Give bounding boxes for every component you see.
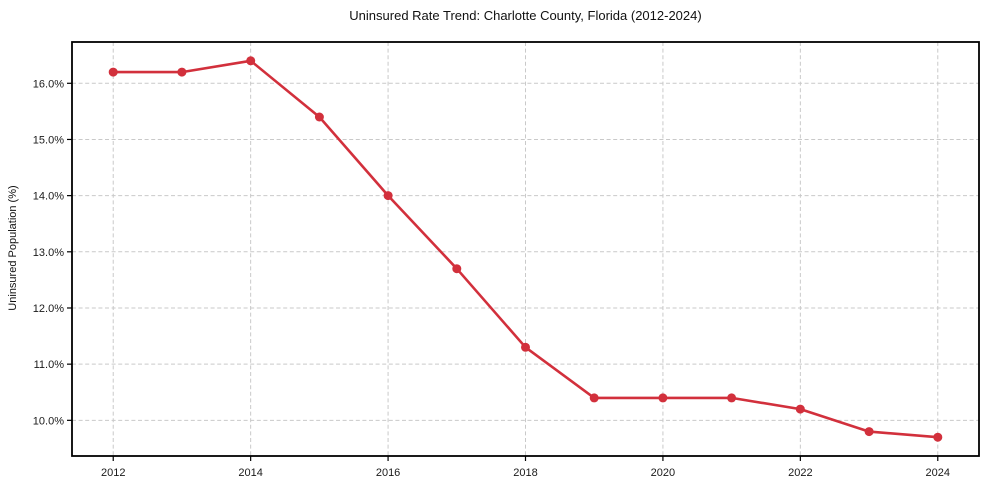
data-point-2013: [177, 67, 187, 77]
x-tick-label: 2020: [651, 467, 675, 479]
data-point-2016: [383, 191, 393, 201]
data-point-2020: [658, 393, 668, 403]
data-point-2012: [108, 67, 118, 77]
data-point-2023: [864, 427, 874, 437]
data-point-2019: [589, 393, 599, 403]
x-tick-label: 2016: [376, 467, 400, 479]
x-tick-label: 2014: [238, 467, 262, 479]
data-point-2022: [795, 404, 805, 414]
x-tick-label: 2012: [101, 467, 125, 479]
y-tick-label: 13.0%: [33, 247, 64, 259]
y-tick-label: 15.0%: [33, 134, 64, 146]
y-tick-label: 16.0%: [33, 78, 64, 90]
data-point-2017: [452, 264, 462, 274]
data-point-2018: [521, 342, 530, 352]
chart-title: Uninsured Rate Trend: Charlotte County, …: [349, 8, 702, 23]
data-point-2015: [314, 112, 324, 122]
data-point-2021: [727, 393, 737, 403]
y-tick-label: 12.0%: [33, 303, 64, 315]
y-tick-label: 11.0%: [34, 359, 65, 371]
data-point-2024: [933, 432, 943, 442]
y-tick-label: 14.0%: [33, 191, 64, 203]
x-tick-label: 2024: [926, 467, 950, 479]
data-point-2014: [246, 56, 256, 66]
x-tick-label: 2022: [788, 467, 812, 479]
x-tick-label: 2018: [513, 467, 537, 479]
y-tick-label: 10.0%: [33, 415, 64, 427]
